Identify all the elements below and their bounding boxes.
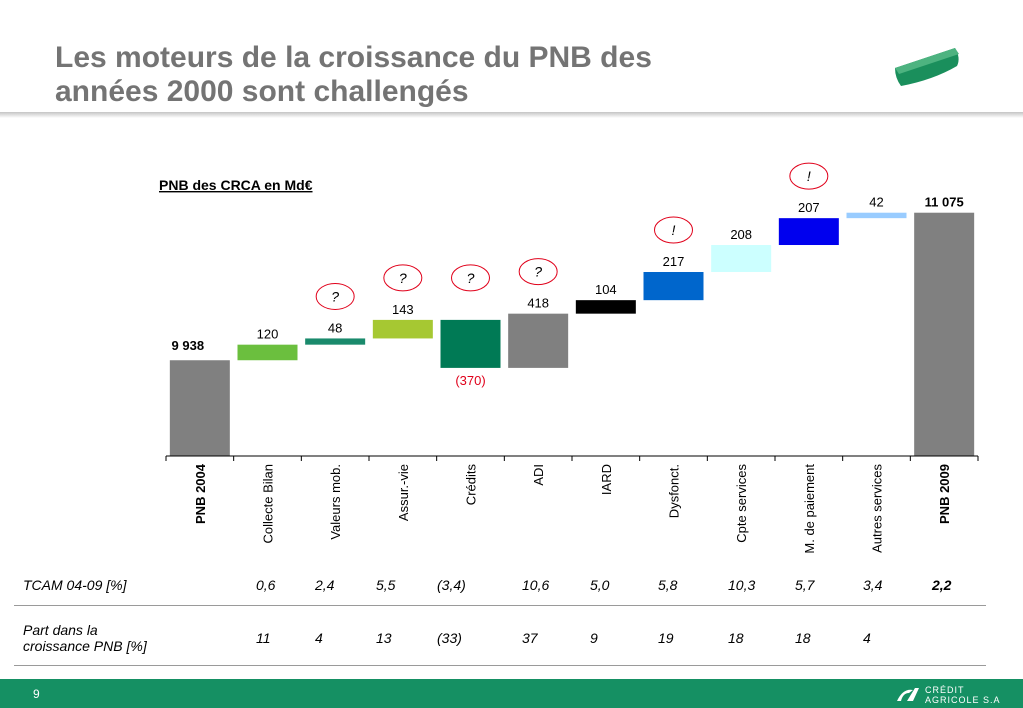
category-label-pnb-2004: PNB 2004 — [193, 463, 208, 524]
table-cell-collecte-bilan: 0,6 — [256, 577, 276, 593]
alert-marker-m-de-paiement — [789, 162, 829, 190]
table-cell-adi: 10,6 — [522, 577, 550, 593]
alert-marker-credits — [451, 264, 490, 292]
bar-pnb-2009 — [914, 212, 975, 456]
data-label-credits: (370) — [455, 373, 485, 388]
bar-pnb-2004 — [169, 360, 230, 456]
table-cell-credits: (3,4) — [437, 577, 466, 593]
category-label-iard: IARD — [599, 464, 614, 495]
bar-dysfonct — [643, 272, 704, 301]
alert-marker-valeurs-mob — [315, 282, 355, 310]
table-row-label-line: Part dans la — [23, 622, 98, 638]
table-cell-pnb-2009: 2,2 — [932, 577, 952, 593]
category-label-adi: ADI — [531, 464, 546, 486]
category-label-m-de-paiement: M. de paiement — [802, 464, 817, 554]
page-title-line-2: années 2000 sont challengés — [55, 75, 469, 108]
data-label-cpte-services: 208 — [730, 227, 752, 242]
table-cell-dysfonct: 5,8 — [658, 577, 678, 593]
data-label-valeurs-mob: 48 — [328, 320, 342, 335]
category-label-collecte-bilan: Collecte Bilan — [261, 464, 276, 544]
alert-marker-symbol-valeurs-mob: ? — [331, 288, 339, 304]
category-label-pnb-2009: PNB 2009 — [937, 464, 952, 524]
data-label-autres-services: 42 — [869, 195, 883, 210]
category-label-valeurs-mob: Valeurs mob. — [328, 464, 343, 540]
table-cell-autres-services: 4 — [863, 630, 871, 646]
table-cell-cpte-services: 10,3 — [728, 577, 756, 593]
data-label-assur-vie: 143 — [392, 302, 414, 317]
table-divider — [14, 665, 986, 666]
table-cell-cpte-services: 18 — [728, 630, 744, 646]
data-label-dysfonct: 217 — [663, 254, 685, 269]
table-cell-credits: (33) — [437, 630, 462, 646]
table-cell-valeurs-mob: 2,4 — [315, 577, 335, 593]
data-label-adi: 418 — [527, 296, 549, 311]
brand-line-2: AGRICOLE S.A — [925, 695, 1001, 705]
data-label-iard: 104 — [595, 282, 617, 297]
table-row-label: Part dans la croissance PNB [%] — [23, 622, 147, 654]
green-swoosh-logo-icon — [895, 48, 959, 86]
alert-marker-symbol-credits: ? — [467, 270, 475, 286]
bar-m-de-paiement — [778, 218, 839, 246]
waterfall-chart: PNB des CRCA en Md€ 9 938 120 48? 143? (370)… — [159, 162, 979, 554]
table-cell-valeurs-mob: 4 — [315, 630, 323, 646]
data-label-pnb-2004: 9 938 — [172, 338, 205, 353]
page-title-line-1: Les moteurs de la croissance du PNB des — [55, 41, 652, 74]
category-label-assur-vie: Assur.-vie — [396, 464, 411, 521]
bar-iard — [575, 300, 636, 314]
alert-marker-symbol-m-de-paiement: ! — [807, 168, 811, 184]
bar-adi — [508, 313, 569, 368]
bar-valeurs-mob — [305, 338, 366, 345]
table-cell-assur-vie: 13 — [376, 630, 392, 646]
page-title: Les moteurs de la croissance du PNB des … — [55, 41, 855, 109]
page-number: 9 — [33, 687, 40, 701]
alert-marker-symbol-adi: ? — [534, 264, 542, 280]
alert-marker-symbol-dysfonct: ! — [672, 222, 676, 238]
category-label-autres-services: Autres services — [870, 464, 885, 553]
category-label-cpte-services: Cpte services — [734, 464, 749, 543]
bar-cpte-services — [711, 245, 772, 273]
data-label-collecte-bilan: 120 — [257, 327, 279, 342]
table-cell-iard: 5,0 — [590, 577, 610, 593]
table-divider — [14, 605, 986, 606]
data-label-m-de-paiement: 207 — [798, 200, 820, 215]
alert-marker-adi — [518, 258, 558, 286]
data-label-pnb-2009: 11 075 — [925, 195, 964, 210]
bar-credits — [440, 319, 501, 368]
header-divider — [0, 112, 1023, 118]
table-cell-m-de-paiement: 18 — [795, 630, 811, 646]
table-row-label-line: TCAM 04-09 [%] — [23, 577, 127, 593]
credit-agricole-logo: CRÉDIT AGRICOLE S.A — [897, 685, 1001, 705]
bar-autres-services — [846, 212, 907, 219]
table-cell-iard: 9 — [590, 630, 598, 646]
table-cell-adi: 37 — [522, 630, 538, 646]
bar-assur-vie — [372, 319, 433, 339]
category-label-dysfonct: Dysfonct. — [667, 464, 682, 518]
table-row-label: TCAM 04-09 [%] — [23, 577, 126, 593]
table-cell-m-de-paiement: 5,7 — [795, 577, 815, 593]
alert-marker-dysfonct — [654, 216, 693, 244]
brand-line-1: CRÉDIT — [925, 685, 965, 695]
chart-title: PNB des CRCA en Md€ — [159, 177, 313, 193]
alert-marker-assur-vie — [383, 264, 423, 292]
table-cell-autres-services: 3,4 — [863, 577, 883, 593]
table-row-label-line: croissance PNB [%] — [23, 638, 147, 654]
footer-bar: 9 CRÉDIT AGRICOLE S.A — [0, 679, 1023, 708]
table-cell-collecte-bilan: 11 — [256, 630, 271, 646]
table-cell-assur-vie: 5,5 — [376, 577, 396, 593]
category-label-credits: Crédits — [464, 464, 479, 506]
table-cell-dysfonct: 19 — [658, 630, 674, 646]
alert-marker-symbol-assur-vie: ? — [399, 270, 407, 286]
bar-collecte-bilan — [237, 344, 298, 361]
